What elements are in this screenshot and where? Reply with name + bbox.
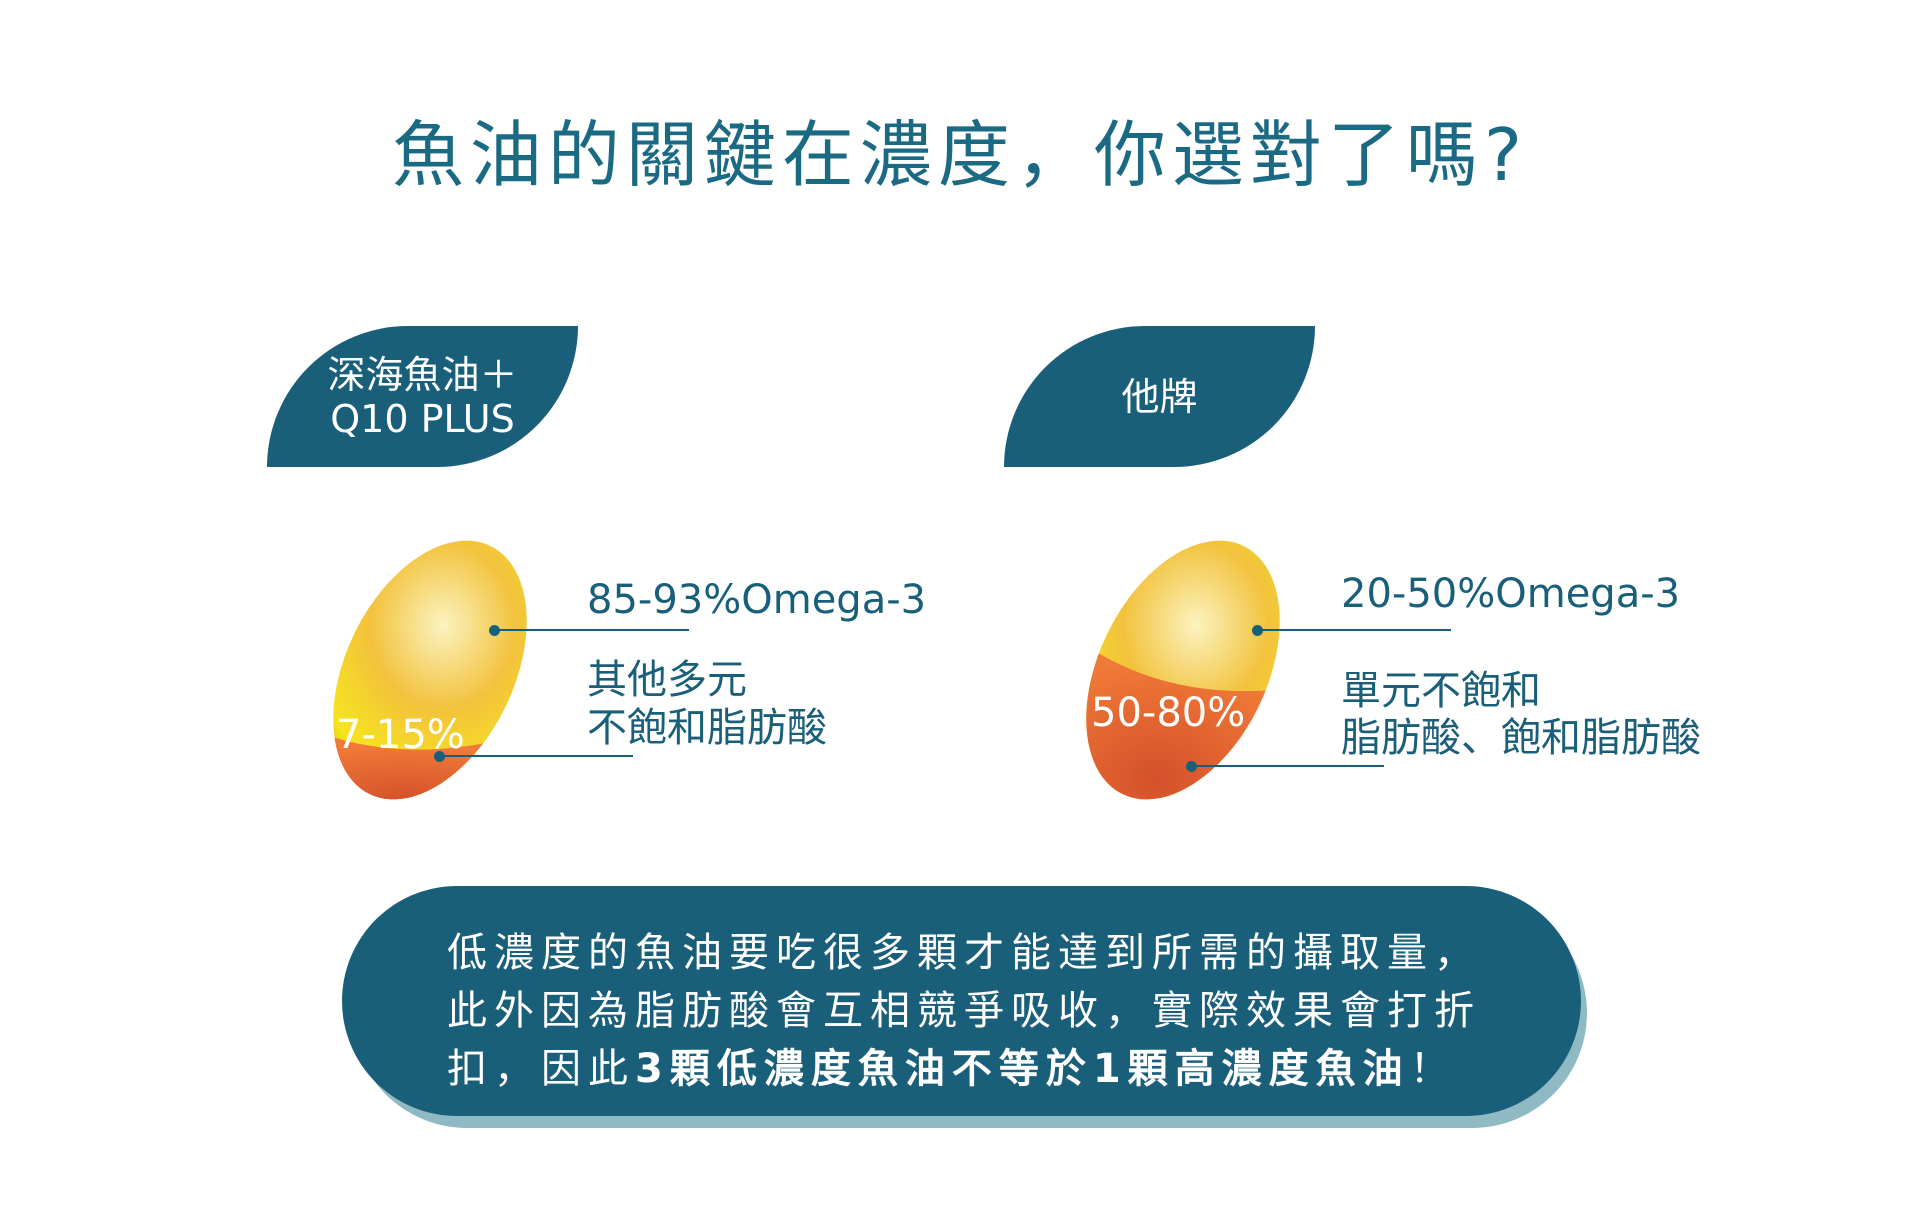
other-label-right-1: 單元不飽和 — [1341, 668, 1541, 714]
capsule-left-icon — [300, 520, 560, 820]
product-tag-right: 他牌 — [1004, 326, 1315, 467]
pointer-line — [439, 755, 633, 757]
capsule-right-icon — [1053, 520, 1313, 820]
note-line-3: 扣，因此3顆低濃度魚油不等於1顆高濃度魚油！ — [447, 1036, 1457, 1094]
pointer-line — [1257, 629, 1451, 631]
note-box — [342, 886, 1581, 1116]
pointer-line — [494, 629, 689, 631]
other-label-left-1: 其他多元 — [587, 657, 747, 703]
omega-label-left: 85-93%Omega-3 — [587, 577, 927, 623]
note-line-3-end: ！ — [1409, 1046, 1457, 1092]
tag-line-2: Q10 PLUS — [330, 396, 515, 441]
omega-label-right: 20-50%Omega-3 — [1341, 571, 1681, 617]
page-title: 魚油的關鍵在濃度，你選對了嗎? — [391, 113, 1529, 197]
tag-line-1: 深海魚油＋ — [327, 352, 518, 397]
other-label-right-2: 脂肪酸、飽和脂肪酸 — [1341, 715, 1701, 761]
other-percent-right: 50-80% — [1091, 690, 1246, 736]
tag-line-1: 他牌 — [1121, 374, 1198, 419]
product-tag-left: 深海魚油＋ Q10 PLUS — [267, 326, 578, 467]
note-line-3-plain: 扣，因此 — [447, 1046, 635, 1092]
note-line-3-bold: 3顆低濃度魚油不等於1顆高濃度魚油 — [635, 1046, 1410, 1092]
note-line-1: 低濃度的魚油要吃很多顆才能達到所需的攝取量， — [447, 930, 1481, 976]
pointer-line — [1191, 765, 1384, 767]
other-percent-left: 7-15% — [336, 712, 465, 758]
note-line-2: 此外因為脂肪酸會互相競爭吸收，實際效果會打折 — [447, 988, 1481, 1034]
other-label-left-2: 不飽和脂肪酸 — [587, 705, 827, 751]
